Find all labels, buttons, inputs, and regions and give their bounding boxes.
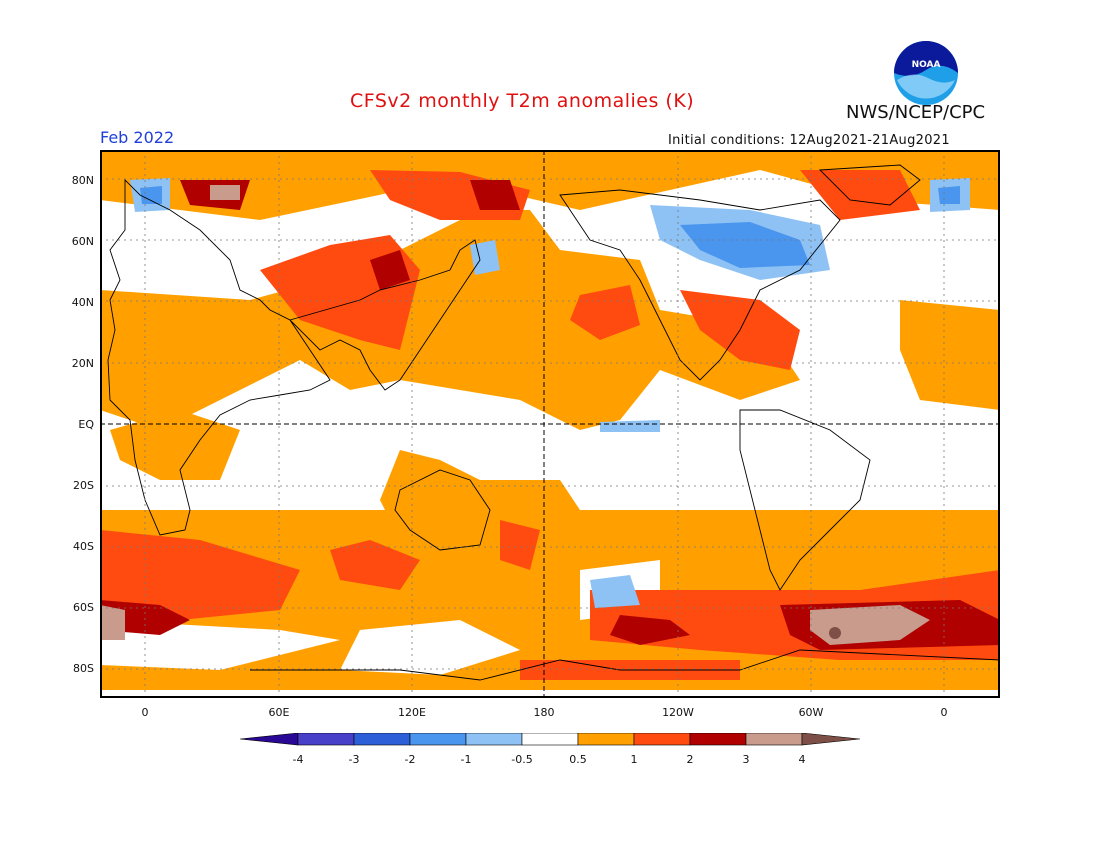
lat-label: 80S	[73, 662, 94, 675]
lat-label: 40N	[71, 296, 94, 309]
coastlines	[107, 164, 1000, 681]
lat-label: 60S	[73, 601, 94, 614]
lat-label: 20S	[73, 479, 94, 492]
colorbar-swatch	[353, 733, 411, 746]
colorbar-tick-label: -1	[460, 753, 472, 766]
colorbar-swatch	[521, 733, 579, 746]
colorbar-tick-label: 2	[686, 753, 694, 766]
colorbar-swatch	[689, 733, 747, 746]
lat-label: EQ	[78, 418, 94, 431]
colorbar-tick-label: -0.5	[511, 753, 533, 766]
colorbar-swatch	[633, 733, 691, 746]
colorbar-swatch	[409, 733, 467, 746]
warm-anomaly-shading	[100, 150, 1000, 698]
lon-label: 120E	[398, 706, 426, 719]
colorbar-swatch	[745, 733, 803, 746]
map-title: CFSv2 monthly T2m anomalies (K)	[350, 90, 695, 112]
org-label: NWS/NCEP/CPC	[846, 102, 986, 123]
lon-label: 0	[940, 706, 948, 719]
colorbar	[240, 733, 860, 746]
colorbar-tick-label: 3	[742, 753, 750, 766]
colorbar-min-arrow	[240, 733, 299, 746]
lon-label: 120W	[662, 706, 694, 719]
lat-label: 40S	[73, 540, 94, 553]
colorbar-tick-label: -2	[404, 753, 416, 766]
initial-conditions: Initial conditions: 12Aug2021-21Aug2021	[668, 133, 950, 148]
lon-label: 60W	[798, 706, 824, 719]
lat-label: 20N	[71, 357, 94, 370]
lat-label: 60N	[71, 235, 94, 248]
colorbar-tick-label: -3	[348, 753, 360, 766]
anomaly-map	[100, 150, 1000, 698]
svg-text:NOAA: NOAA	[912, 60, 941, 70]
colorbar-swatch	[577, 733, 635, 746]
colorbar-swatch	[465, 733, 523, 746]
lon-label: 0	[141, 706, 149, 719]
colorbar-tick-label: 0.5	[569, 753, 587, 766]
forecast-month: Feb 2022	[100, 128, 175, 147]
colorbar-tick-label: -4	[292, 753, 304, 766]
colorbar-tick-label: 4	[798, 753, 806, 766]
noaa-logo: NOAA	[894, 41, 958, 105]
lon-label: 60E	[268, 706, 290, 719]
colorbar-swatch	[297, 733, 355, 746]
lat-label: 80N	[71, 174, 94, 187]
colorbar-max-arrow	[801, 733, 860, 746]
lon-label: 180	[533, 706, 555, 719]
colorbar-tick-label: 1	[630, 753, 638, 766]
